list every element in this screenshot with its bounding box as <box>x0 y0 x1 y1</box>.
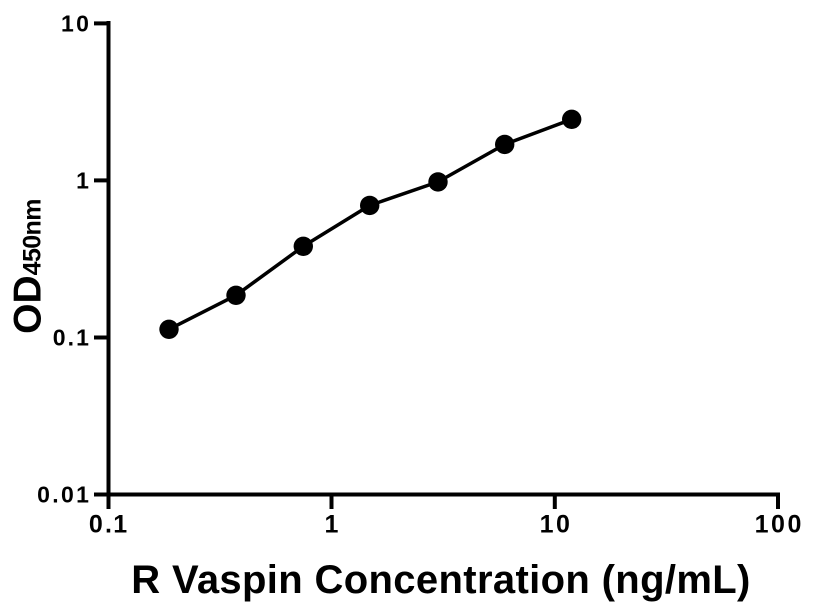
svg-text:1: 1 <box>61 11 74 37</box>
svg-text:1: 1 <box>76 325 89 351</box>
svg-text:1: 1 <box>325 511 339 539</box>
svg-text:0: 0 <box>787 511 801 539</box>
svg-text:0: 0 <box>556 511 570 539</box>
svg-text:.: . <box>105 511 112 539</box>
svg-text:0: 0 <box>89 511 103 539</box>
svg-text:1: 1 <box>755 511 769 539</box>
svg-text:0: 0 <box>61 482 74 508</box>
svg-text:.: . <box>68 325 74 351</box>
svg-text:0: 0 <box>53 325 66 351</box>
svg-text:R Vaspin Concentration (ng/mL): R Vaspin Concentration (ng/mL) <box>131 558 750 602</box>
svg-text:1: 1 <box>76 482 89 508</box>
svg-text:0: 0 <box>37 482 50 508</box>
svg-text:1: 1 <box>113 511 127 539</box>
svg-text:.: . <box>52 482 58 508</box>
svg-text:1: 1 <box>76 168 89 194</box>
svg-text:0: 0 <box>76 11 89 37</box>
svg-text:1: 1 <box>540 511 554 539</box>
svg-text:0: 0 <box>771 511 785 539</box>
